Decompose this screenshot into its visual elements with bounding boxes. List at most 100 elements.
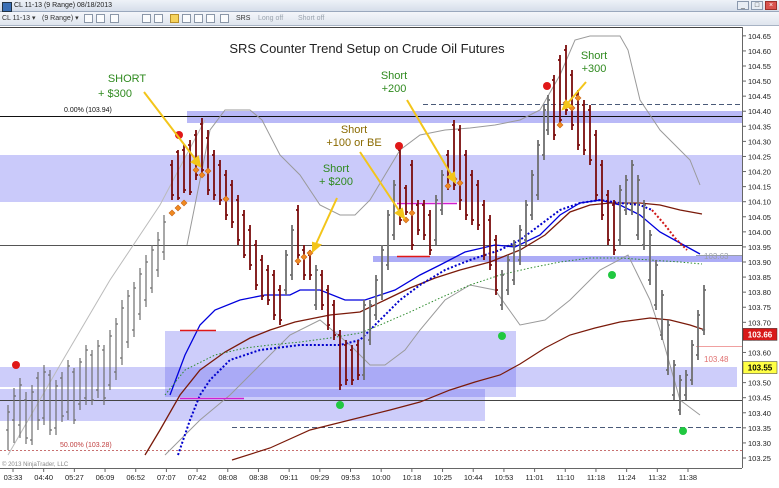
x-tick-label: 09:53 [341,473,360,482]
level-label-103-63: 103.63 [704,252,729,261]
guide-line-diagonal [7,119,206,456]
fib-0-label: 0.00% (103.94) [64,107,112,114]
annotation-short-100-l1: Short [341,124,367,136]
long-signal-dot [498,332,506,340]
arrow-short-300b [566,81,587,105]
up-bars [284,95,706,415]
y-tick-label: 104.60 [748,47,771,56]
y-tick-label: 104.25 [748,152,771,161]
x-tick-label: 11:10 [556,473,574,482]
zoom-in-icon[interactable] [84,14,93,23]
bar-type-icon[interactable] [110,14,119,23]
annotation-short-200-l2: + $200 [319,176,353,188]
x-tick-label: 03:33 [4,473,23,482]
short-signal-dot [175,131,183,139]
interval-selector[interactable]: (9 Range) ▾ [42,15,79,22]
strategies-icon[interactable] [206,14,215,23]
annotation-arrows [143,81,587,254]
fib-50-label: 50.00% (103.28) [60,442,112,449]
price-tag-label: 103.55 [748,364,773,373]
global-crosshair-icon[interactable] [170,14,179,23]
annotations: SHORT + $300 Short +100 or BE Short + $2… [98,50,607,188]
y-tick-label: 103.30 [748,439,771,448]
copyright-watermark: © 2013 NinjaTrader, LLC [2,461,69,468]
x-axis: 03:33 04:40 05:27 06:09 06:52 07:07 07:42 08:08… [4,468,697,482]
minimize-button[interactable]: _ [737,1,749,10]
pointer-icon[interactable] [154,14,163,23]
y-tick-label: 104.15 [748,183,771,192]
chart-toolbar: CL 11-13 ▾ (9 Range) ▾ SRS Long off Shor… [0,12,779,26]
dotted-green-line [164,257,703,396]
chart-title: SRS Counter Trend Setup on Crude Oil Fut… [229,41,505,56]
channel-lower-line [164,254,701,456]
dotted-red-line [651,209,688,251]
x-tick-label: 10:25 [433,473,452,482]
y-tick-label: 104.10 [748,198,771,207]
long-signal-dot [336,401,344,409]
short-signal-dot [12,361,20,369]
annotation-short-300-l1: SHORT [108,73,147,85]
x-tick-label: 07:42 [188,473,207,482]
short-toggle[interactable]: Short off [298,15,325,22]
annotation-short-plus300-l1: Short [581,50,607,62]
price-tag-label: 103.66 [748,330,773,339]
y-tick-label: 103.35 [748,424,771,433]
y-tick-label: 103.70 [748,318,771,327]
price-tags: 103.66 103.55 [742,328,778,374]
srs-toggle[interactable]: SRS [236,15,251,22]
close-button[interactable]: × [765,1,777,10]
arrow-short-200a [315,197,338,245]
price-tag [742,328,778,341]
y-tick-label: 104.40 [748,107,771,116]
maximize-button[interactable]: □ [751,1,763,10]
zoom-out-icon[interactable] [96,14,105,23]
x-tick-label: 10:44 [464,473,483,482]
crosshair-icon[interactable] [142,14,151,23]
y-tick-label: 104.35 [748,122,771,131]
data-box-icon[interactable] [182,14,191,23]
x-tick-label: 06:52 [126,473,145,482]
annotation-short-plus200-l2: +200 [382,83,407,95]
short-signal-dot [543,82,551,90]
y-tick-label: 104.45 [748,92,771,101]
window-titlebar: CL 11-13 (9 Range) 08/18/2013 _ □ × [0,0,779,12]
properties-icon[interactable] [220,14,229,23]
x-tick-label: 10:53 [495,473,514,482]
dotted-blue-line [177,198,653,456]
interval-label: 9 Range [44,15,71,22]
y-tick-label: 104.05 [748,213,771,222]
x-tick-label: 11:01 [525,473,543,482]
long-signal-dot [679,427,687,435]
x-tick-label: 09:11 [280,473,298,482]
long-toggle[interactable]: Long off [258,15,284,22]
x-tick-label: 08:08 [218,473,237,482]
annotation-short-plus200-l1: Short [381,70,407,82]
annotation-short-plus300-l2: +300 [582,63,607,75]
y-tick-label: 104.20 [748,168,771,177]
y-tick-label: 104.30 [748,137,771,146]
support-zone-upper [373,256,742,262]
arrow-short-100-head [394,207,406,221]
x-tick-label: 04:40 [34,473,53,482]
x-tick-label: 11:38 [679,473,697,482]
arrow-short-300-head [190,155,202,168]
arrow-short-200a-head [312,241,323,254]
channel-upper-line [186,35,701,246]
arrow-short-200b-head [446,171,457,185]
arrow-short-200b [406,99,453,177]
plot-area [0,27,742,460]
ema-fast-line [169,199,701,396]
y-tick-label: 104.50 [748,77,771,86]
x-tick-label: 05:27 [65,473,84,482]
x-tick-label: 11:18 [587,473,605,482]
annotation-short-200-l1: Short [323,163,349,175]
arrow-short-100 [359,151,401,213]
y-tick-label: 103.95 [748,243,771,252]
indicators-icon[interactable] [194,14,203,23]
window-title: CL 11-13 (9 Range) 08/18/2013 [14,2,113,9]
instrument-selector[interactable]: CL 11-13 ▾ [2,15,36,22]
annotation-short-300-l2: + $300 [98,88,132,100]
arrow-short-300 [143,91,197,161]
y-tick-label: 104.65 [748,32,771,41]
